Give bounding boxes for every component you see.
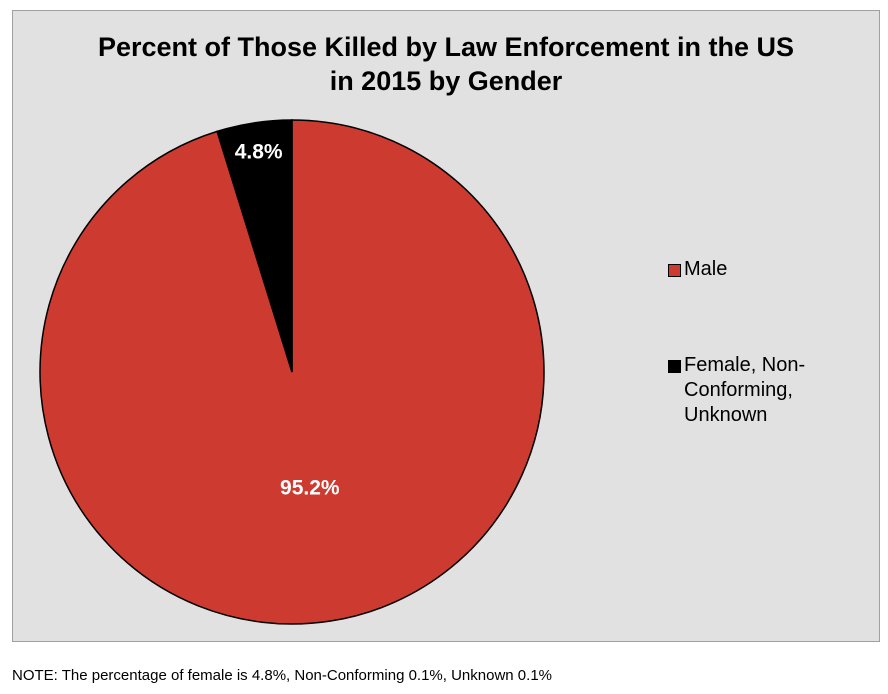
- legend-item: Male: [668, 257, 829, 282]
- pie-slice: [216, 119, 293, 373]
- note: NOTE: The percentage of female is 4.8%, …: [12, 667, 552, 684]
- data-label: 95.2%: [280, 477, 340, 500]
- legend-item: Female, Non-Conforming, Unknown: [668, 353, 829, 428]
- chart-title: Percent of Those Killed by Law Enforceme…: [97, 32, 795, 96]
- legend-label: Female, Non-Conforming, Unknown: [684, 354, 806, 426]
- legend-label: Male: [684, 258, 728, 280]
- legend-swatch: [668, 360, 681, 373]
- legend-swatch: [668, 264, 681, 277]
- data-label: 4.8%: [235, 140, 283, 163]
